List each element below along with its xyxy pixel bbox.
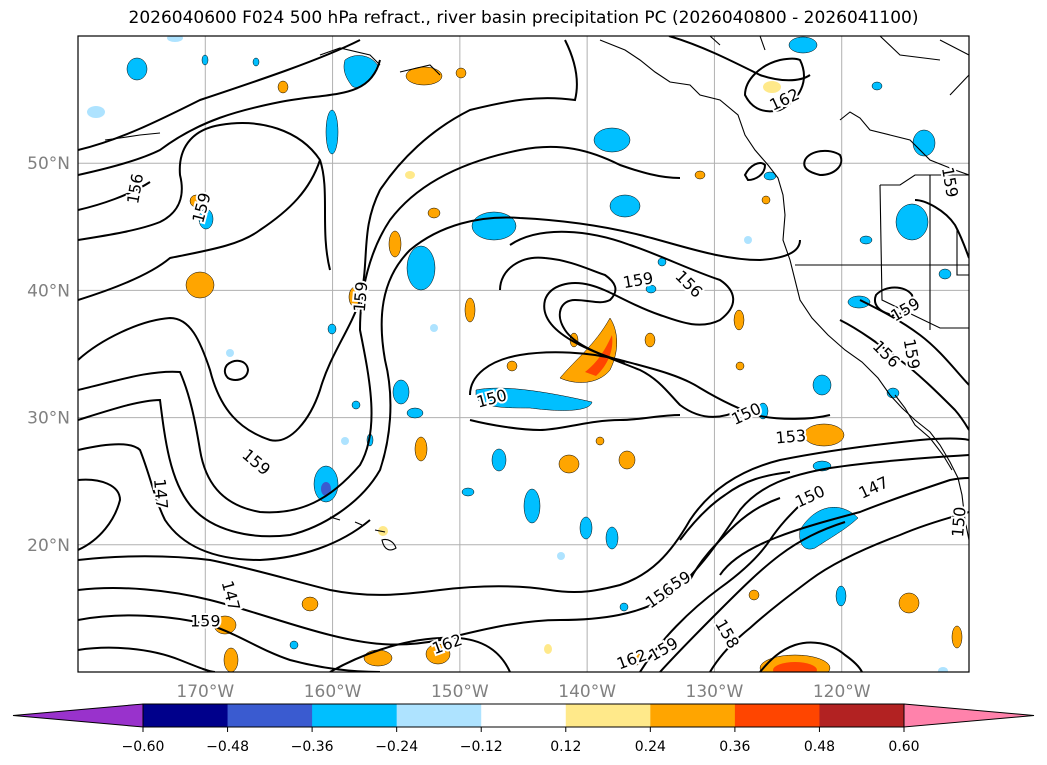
negative-anomaly-areas bbox=[87, 36, 952, 672]
lat-tick-label: 40°N bbox=[27, 281, 70, 301]
colorbar-tick-label: 0.48 bbox=[804, 739, 835, 755]
contour-label: 159 bbox=[190, 612, 221, 631]
colorbar-tick-label: −0.12 bbox=[460, 739, 503, 755]
contour-label: 150 bbox=[948, 506, 970, 538]
colorbar-segment bbox=[565, 704, 651, 727]
colorbar-tick-label: −0.36 bbox=[291, 739, 334, 755]
colorbar-outline bbox=[142, 703, 905, 728]
lon-tick-label: 140°W bbox=[558, 682, 616, 702]
lat-tick-label: 20°N bbox=[27, 536, 70, 556]
lon-tick-label: 170°W bbox=[176, 682, 234, 702]
colorbar-segment bbox=[481, 704, 567, 727]
lon-tick-label: 160°W bbox=[304, 682, 362, 702]
colorbar-segment bbox=[227, 704, 313, 727]
colorbar-segment bbox=[143, 704, 229, 727]
positive-anomaly-areas bbox=[185, 66, 963, 672]
refractivity-contours bbox=[78, 36, 969, 672]
colorbar-tick-label: −0.60 bbox=[122, 739, 165, 755]
colorbar-tick-label: 0.36 bbox=[719, 739, 750, 755]
colorbar-tick-label: 0.24 bbox=[635, 739, 666, 755]
colorbar-segment bbox=[650, 704, 736, 727]
map-frame bbox=[77, 35, 970, 673]
colorbar-segment bbox=[819, 704, 905, 727]
lat-tick-label: 50°N bbox=[27, 154, 70, 174]
colorbar-segment bbox=[734, 704, 820, 727]
colorbar-tick-label: 0.12 bbox=[550, 739, 581, 755]
colorbar-segment bbox=[396, 704, 482, 727]
axis-tick-labels: 170°W 160°W 150°W 140°W 130°W 120°W 20°N 30°N 40… bbox=[27, 154, 871, 702]
precip-shading bbox=[87, 36, 963, 672]
colorbar-tick-label: −0.24 bbox=[375, 739, 418, 755]
lon-tick-label: 150°W bbox=[431, 682, 489, 702]
colorbar: −0.60 −0.48 −0.36 −0.24 −0.12 0.12 0.24 0.36 0.4… bbox=[12, 703, 1035, 755]
colorbar-extend-max bbox=[903, 703, 1035, 728]
contour-label: 147 bbox=[150, 478, 172, 510]
colorbar-tick-label: 0.60 bbox=[888, 739, 919, 755]
lon-tick-label: 120°W bbox=[813, 682, 871, 702]
lat-tick-label: 30°N bbox=[27, 409, 70, 429]
contour-label: 153 bbox=[775, 426, 807, 448]
lon-tick-label: 130°W bbox=[686, 682, 744, 702]
colorbar-segment bbox=[312, 704, 398, 727]
map-title: 2026040600 F024 500 hPa refract., river … bbox=[128, 8, 919, 28]
contour-label: 159 bbox=[350, 281, 372, 313]
colorbar-extend-min bbox=[12, 703, 144, 728]
colorbar-tick-label: −0.48 bbox=[206, 739, 249, 755]
